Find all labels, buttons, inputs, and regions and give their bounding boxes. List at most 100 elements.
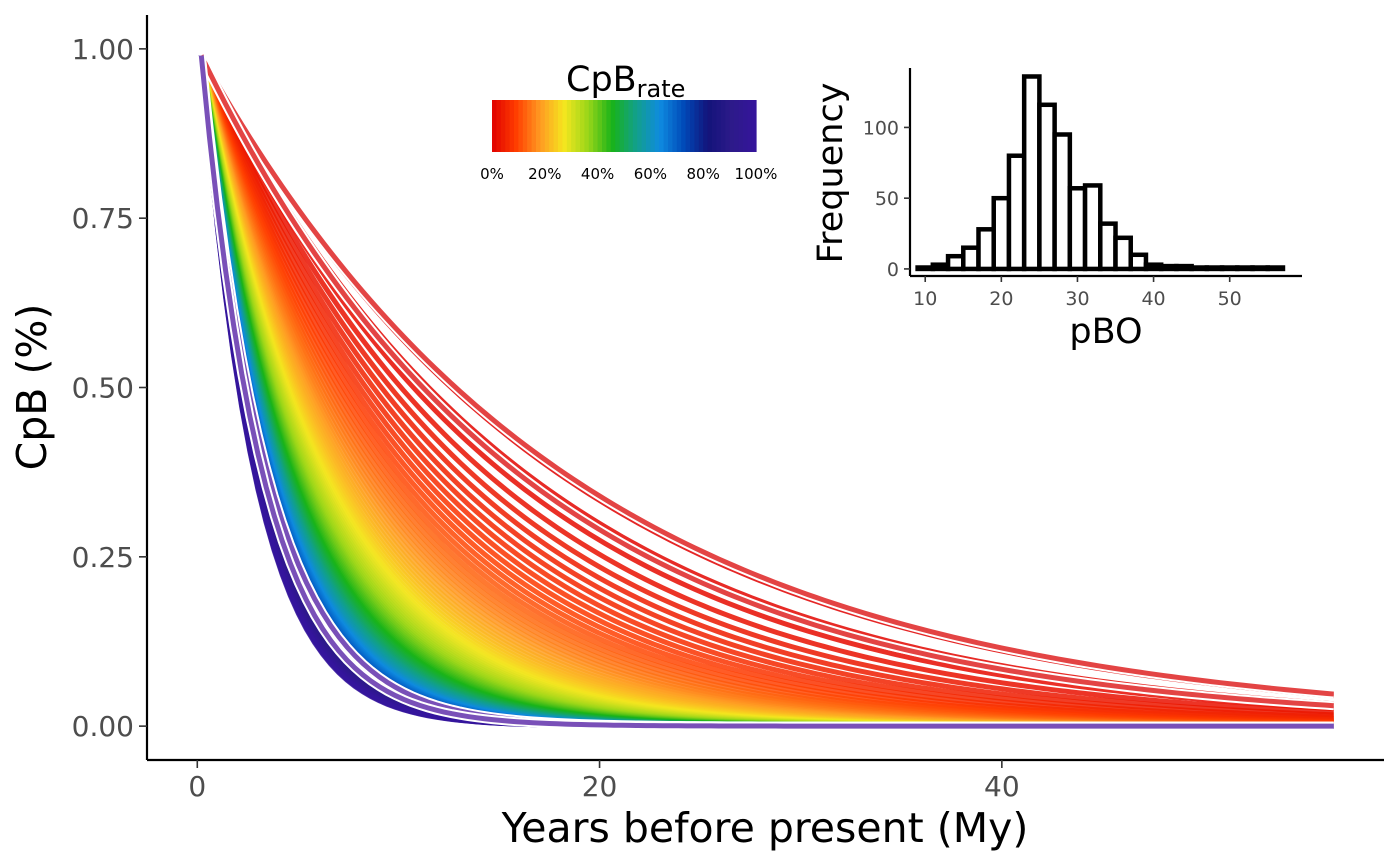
legend-color-segment — [531, 100, 537, 152]
legend-color-segment — [522, 100, 528, 152]
histogram-bar — [915, 265, 936, 272]
histogram-bars — [915, 74, 1286, 272]
legend-color-segment — [571, 100, 577, 152]
legend-color-segment — [747, 100, 753, 152]
legend-color-segment — [637, 100, 643, 152]
histogram-bar — [1006, 153, 1027, 272]
histogram-bar — [1174, 263, 1194, 272]
histogram-bar — [1219, 265, 1240, 272]
legend-color-segment — [654, 100, 660, 152]
main-x-tick-label: 40 — [984, 770, 1020, 803]
legend-color-segment — [562, 100, 568, 152]
histogram-bar — [961, 245, 981, 272]
legend-color-segment — [681, 100, 687, 152]
legend-color-segment — [720, 100, 726, 152]
legend-color-segment — [553, 100, 559, 152]
legend-color-segment — [712, 100, 717, 152]
legend-color-segment — [514, 100, 519, 152]
histogram-bar — [1021, 74, 1042, 272]
legend-color-segment — [694, 100, 700, 152]
legend-color-segment — [549, 100, 555, 152]
inset-x-tick-label: 30 — [1065, 288, 1089, 310]
histogram-bar — [1037, 102, 1057, 272]
cpb-curve — [199, 54, 1334, 715]
legend-color-segment — [500, 100, 506, 152]
histogram-bar — [1128, 252, 1149, 272]
legend-color-segment — [588, 100, 594, 152]
legend-color-segment — [597, 100, 603, 152]
legend-color-segment — [734, 100, 739, 152]
inset-x-tick-label: 40 — [1141, 288, 1165, 310]
legend-color-segment — [707, 100, 713, 152]
inset-y-axis-label: Frequency — [811, 83, 851, 264]
main-x-ticks: 0 20 40 — [188, 760, 1020, 803]
legend-color-segment — [628, 100, 634, 152]
histogram-bar — [1143, 262, 1164, 272]
histogram-bar — [1204, 265, 1225, 272]
legend-color-segment — [619, 100, 625, 152]
histogram-bar — [930, 262, 951, 272]
legend-color-segment — [751, 100, 757, 152]
inset-x-tick-label: 50 — [1218, 288, 1242, 310]
legend-color-segment — [536, 100, 541, 152]
legend-color-segment — [659, 100, 665, 152]
inset-y-tick-label: 0 — [887, 259, 899, 281]
inset-y-tick-label: 50 — [875, 188, 899, 210]
main-y-ticks: 0.00 0.25 0.50 0.75 1.00 — [72, 33, 147, 743]
legend-color-segment — [672, 100, 678, 152]
inset-y-ticks: 0 50 100 — [863, 117, 910, 281]
cpb-highlight-curves — [196, 53, 1335, 731]
legend-color-segment — [540, 100, 546, 152]
inset-x-axis-label: pBO — [1069, 312, 1142, 352]
legend-title-main: CpB — [566, 60, 637, 100]
inset-x-tick-label: 10 — [913, 288, 937, 310]
legend-color-segment — [505, 100, 511, 152]
legend-color-bar — [492, 100, 757, 152]
legend-tick-labels: 0% 20% 40% 60% 80% 100% — [480, 165, 777, 183]
main-y-tick-label: 0.00 — [72, 710, 134, 743]
main-x-axis-label: Years before present (My) — [501, 804, 1029, 852]
inset-histogram: 10 20 30 40 50 0 50 100 pBO Frequency — [811, 68, 1302, 352]
legend-color-segment — [685, 100, 691, 152]
cpb-curves — [198, 54, 1334, 729]
legend-color-segment — [668, 100, 673, 152]
main-y-axis-label: CpB (%) — [8, 304, 56, 471]
main-y-tick-label: 0.75 — [72, 202, 134, 235]
legend-color-segment — [729, 100, 735, 152]
histogram-bar — [945, 253, 966, 272]
histogram-bar — [1113, 235, 1133, 272]
legend-color-segment — [742, 100, 748, 152]
inset-x-tick-label: 20 — [989, 288, 1013, 310]
legend-color-segment — [676, 100, 682, 152]
legend-tick-label: 100% — [735, 165, 778, 183]
legend-color-segment — [527, 100, 533, 152]
legend-color-segment — [602, 100, 607, 152]
legend-title-sub: rate — [637, 75, 686, 103]
legend-color-segment — [738, 100, 744, 152]
legend-tick-label: 80% — [687, 165, 720, 183]
histogram-bar — [1265, 265, 1286, 272]
legend-color-segment — [698, 100, 704, 152]
histogram-bar — [1098, 221, 1118, 272]
inset-y-tick-label: 100 — [863, 117, 899, 139]
main-x-tick-label: 20 — [582, 770, 618, 803]
legend-color-segment — [632, 100, 638, 152]
legend-color-segment — [584, 100, 590, 152]
legend-color-segment — [646, 100, 651, 152]
legend-color-segment — [624, 100, 629, 152]
histogram-bar — [1235, 265, 1255, 272]
histogram-bar — [1082, 183, 1103, 272]
legend-color-segment — [509, 100, 515, 152]
inset-x-ticks: 10 20 30 40 50 — [913, 276, 1242, 310]
histogram-bar — [1250, 265, 1270, 272]
histogram-bar — [991, 195, 1012, 272]
legend-color-segment — [610, 100, 616, 152]
legend-color-segment — [593, 100, 599, 152]
legend-color-segment — [663, 100, 669, 152]
main-y-tick-label: 0.50 — [72, 372, 134, 405]
legend-color-segment — [558, 100, 563, 152]
histogram-bar — [976, 227, 996, 272]
legend-tick-label: 40% — [581, 165, 614, 183]
cpb-curve — [198, 54, 1334, 720]
